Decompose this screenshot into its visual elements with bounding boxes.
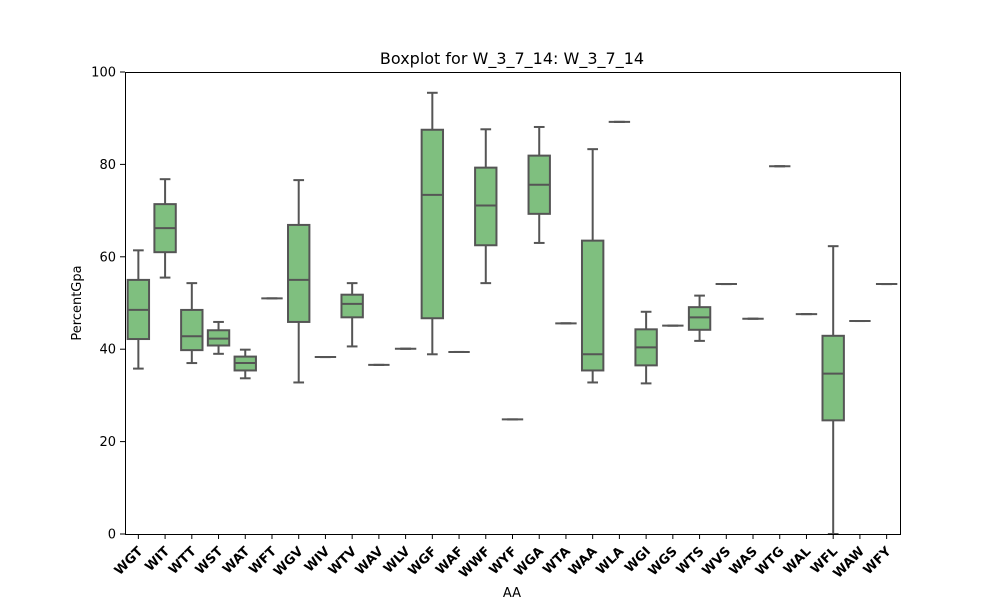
box-iqr [580,239,605,372]
x-tick-label: WGV [271,544,306,579]
y-tick-label: 80 [99,158,116,173]
y-tick-label: 20 [99,435,116,450]
box-iqr [687,306,712,331]
y-axis: 0 20 40 60 80 100 [91,66,125,543]
x-tick-label: WAL [781,544,814,577]
x-tick-label: WGT [112,544,146,578]
box-iqr [287,223,311,323]
y-tick-label: 40 [99,343,116,358]
x-tick-label: WAV [353,544,387,578]
x-tick-label: WST [193,544,227,578]
box-iqr [821,334,845,422]
x-tick-label: WTS [674,544,708,578]
box-wga [527,125,551,244]
box-wtt [180,282,204,365]
box-wgf [420,91,445,356]
box-wat [233,348,257,380]
box-iqr [180,308,204,352]
y-tick-label: 100 [91,66,116,81]
boxes-layer [126,91,898,535]
box-waa [580,148,605,384]
y-tick-label: 0 [108,528,116,543]
box-iqr [340,293,364,319]
box-wgi [634,310,658,385]
x-tick-label: WGA [512,544,547,579]
x-tick-label: WLA [594,544,628,578]
y-tick-label: 60 [99,250,116,265]
box-wts [687,294,712,342]
box-wst [206,320,231,355]
x-tick-label: WWF [456,544,493,581]
x-tick-label: WAA [566,544,601,579]
x-tick-label: WAT [220,544,253,577]
x-tick-label: WTA [540,544,573,577]
box-wit [153,178,177,279]
plot-frame [125,72,901,535]
x-tick-label: WGS [646,544,681,579]
box-wwf [474,128,498,285]
box-wtv [340,282,364,348]
x-axis-title: AA [503,586,521,600]
x-tick-label: WGF [406,544,441,579]
box-wfl [821,245,845,535]
x-tick-label: WAS [727,544,761,578]
chart-title: Boxplot for W_3_7_14: W_3_7_14 [380,49,644,69]
x-tick-label: WTT [166,544,200,578]
x-tick-label: WVS [700,544,734,578]
x-tick-label: WTV [326,544,360,578]
x-tick-label: WTG [753,544,788,579]
box-wgv [287,179,311,384]
x-axis: WGTWITWTTWSTWATWFTWGVWIVWTVWAVWLVWGFWAFW… [112,534,895,581]
x-tick-label: WFY [861,544,895,578]
x-tick-label: WAW [831,544,868,581]
box-iqr [420,128,445,320]
box-wgt [126,249,151,370]
y-axis-title: PercentGpa [70,265,85,340]
